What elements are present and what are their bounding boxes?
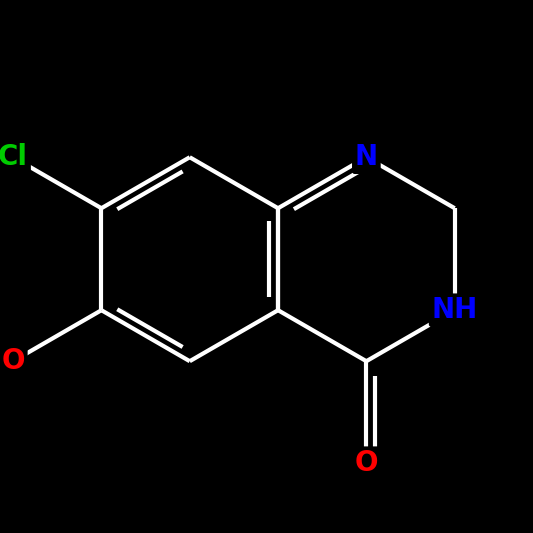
Text: Cl: Cl — [0, 143, 28, 171]
Text: NH: NH — [432, 296, 478, 324]
Text: N: N — [355, 143, 378, 171]
Text: O: O — [354, 449, 378, 477]
Text: O: O — [2, 347, 25, 375]
